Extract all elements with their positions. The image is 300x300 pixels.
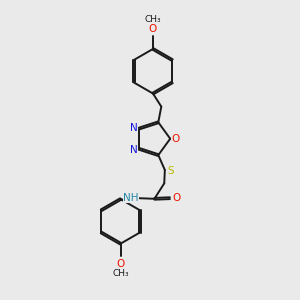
Text: O: O [149,24,157,34]
Text: NH: NH [123,193,138,202]
Text: N: N [130,145,138,155]
Text: S: S [167,166,174,176]
Text: N: N [130,123,138,133]
Text: O: O [171,134,180,144]
Text: CH₃: CH₃ [112,269,129,278]
Text: CH₃: CH₃ [145,15,161,24]
Text: O: O [116,259,125,269]
Text: O: O [172,193,181,203]
